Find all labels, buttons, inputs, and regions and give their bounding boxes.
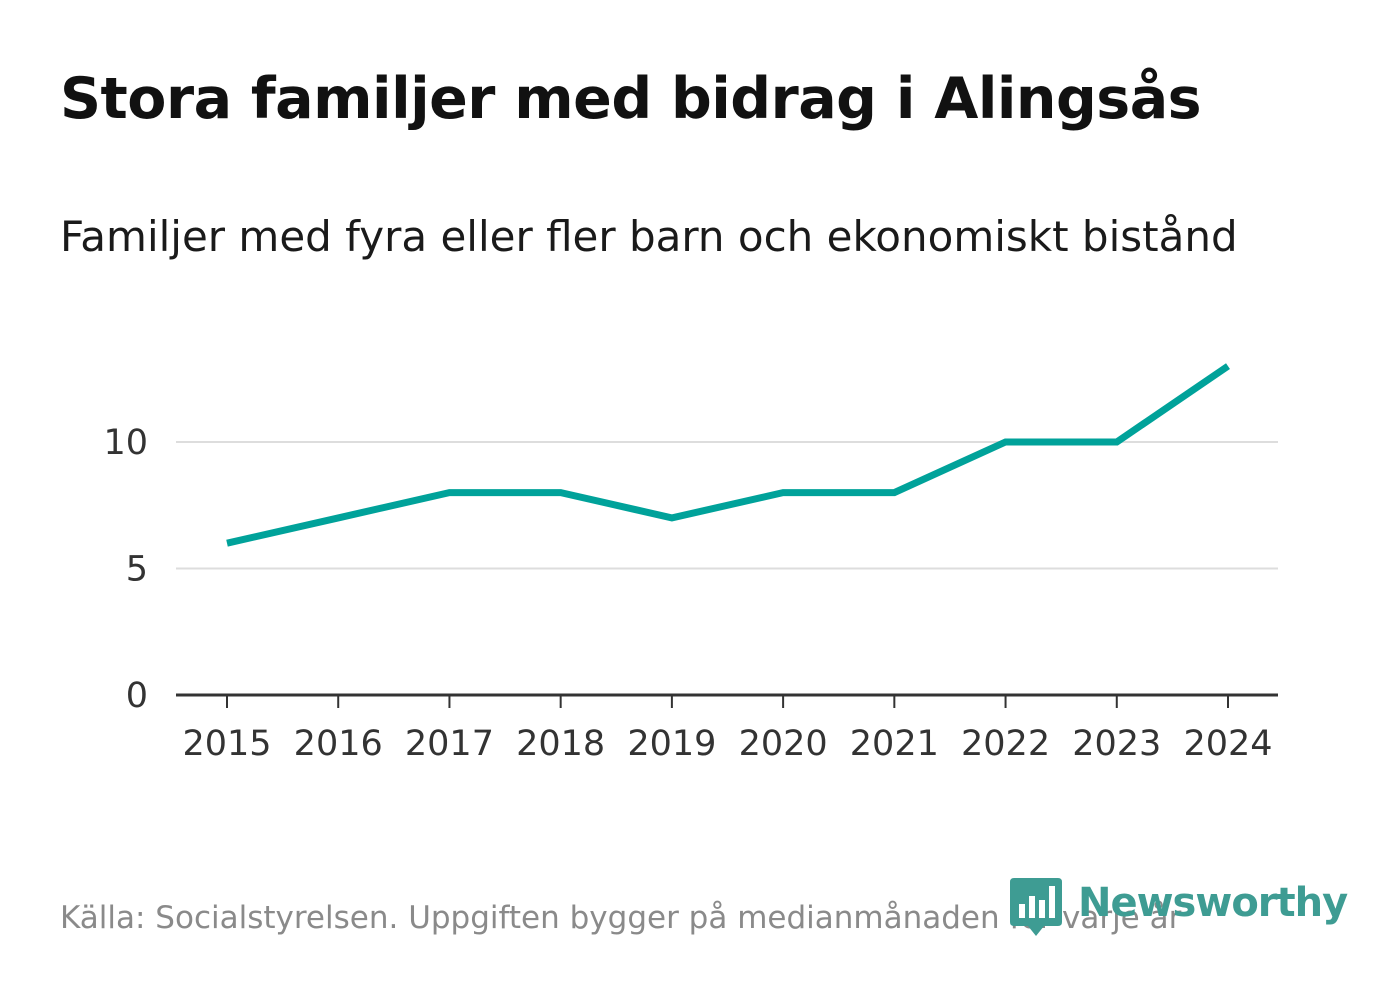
x-tick-label-2020: 2020	[739, 724, 828, 764]
x-tick-label-2024: 2024	[1183, 724, 1272, 764]
newsworthy-logo: Newsworthy	[1010, 878, 1348, 942]
x-tick-label-2015: 2015	[182, 724, 271, 764]
y-tick-label-10: 10	[103, 423, 148, 463]
series-line-0	[226, 363, 1230, 547]
x-tick-label-2021: 2021	[850, 724, 939, 764]
chart-subtitle: Familjer med fyra eller fler barn och ek…	[60, 212, 1238, 261]
x-tick-label-2018: 2018	[516, 724, 605, 764]
y-tick-label-5: 5	[126, 550, 148, 590]
y-tick-label-0: 0	[126, 676, 148, 716]
x-tick-label-2017: 2017	[405, 724, 494, 764]
x-tick-label-2022: 2022	[961, 724, 1050, 764]
chart-title: Stora familjer med bidrag i Alingsås	[60, 66, 1202, 132]
x-tick-label-2016: 2016	[294, 724, 383, 764]
x-tick-label-2019: 2019	[627, 724, 716, 764]
x-tick-label-2023: 2023	[1072, 724, 1161, 764]
newsworthy-logo-icon	[1010, 878, 1062, 936]
logo-wordmark: Newsworthy	[1078, 880, 1348, 926]
source-note: Källa: Socialstyrelsen. Uppgiften bygger…	[60, 900, 1182, 936]
